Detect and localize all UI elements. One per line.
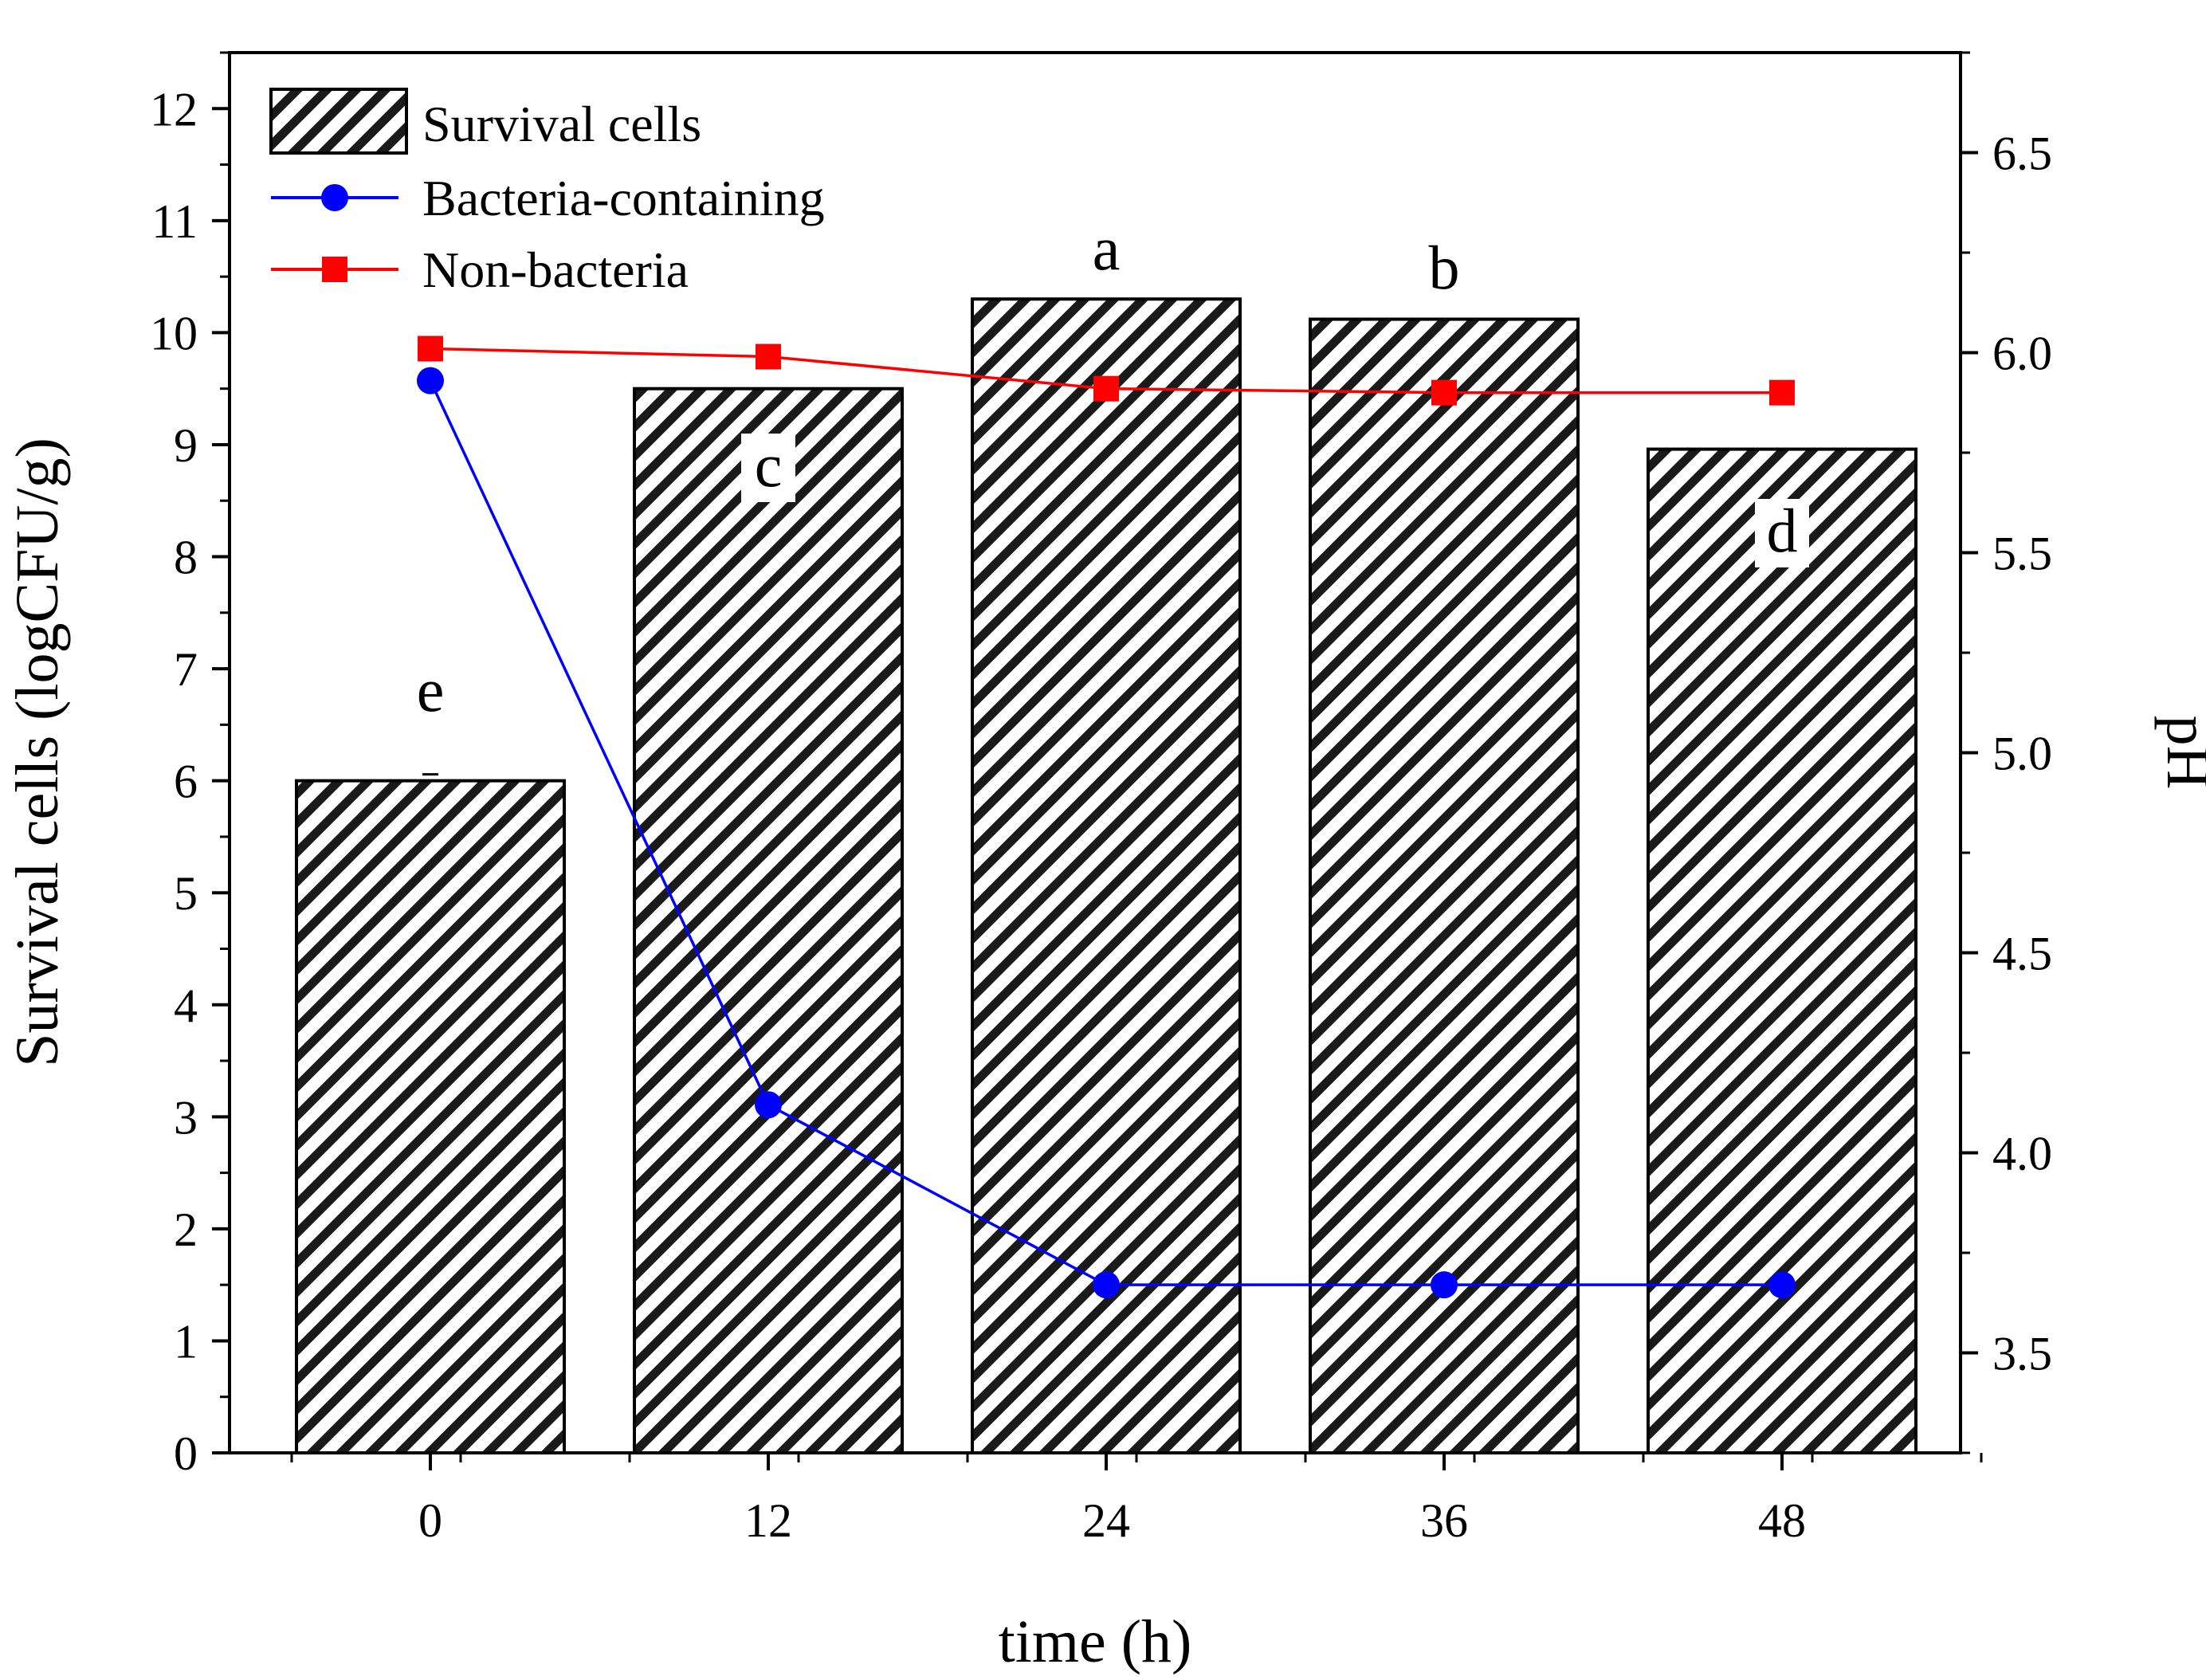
legend-label-non-bacteria: Non-bacteria [422,241,689,298]
sig-letter-0: e [417,655,445,724]
left-tick-label-6: 6 [174,756,198,808]
sig-letter-12: c [755,430,783,500]
left-tick-label-2: 2 [174,1203,198,1256]
left-tick-label-4: 4 [174,979,198,1032]
right-tick-label-6.0: 6.0 [1992,328,2052,380]
point-bacteria-containing-12 [755,1091,782,1119]
point-non-bacteria-24 [1093,375,1119,402]
left-tick-label-12: 12 [150,83,198,135]
point-non-bacteria-48 [1769,379,1795,406]
sig-letter-36: b [1429,233,1460,302]
x-tick-label-0: 0 [418,1494,442,1547]
x-axis-title: time (h) [999,1608,1192,1675]
right-tick-label-6.5: 6.5 [1992,128,2052,180]
sig-letter-48: d [1767,496,1798,565]
left-tick-label-0: 0 [174,1427,198,1480]
point-bacteria-containing-0 [417,367,444,394]
left-tick-label-10: 10 [150,307,198,359]
right-y-axis: 3.5 4.0 4.5 5.0 5.5 6.0 6.5 [1961,51,2052,1454]
right-tick-label-4.0: 4.0 [1992,1128,2052,1180]
right-tick-label-5.0: 5.0 [1992,728,2052,780]
point-bacteria-containing-36 [1431,1271,1458,1299]
bar-0 [295,779,566,1454]
x-tick-label-36: 36 [1420,1494,1468,1547]
left-tick-label-9: 9 [174,419,198,472]
point-bacteria-containing-48 [1768,1271,1796,1299]
legend-marker-non-bacteria [322,257,347,282]
left-tick-label-11: 11 [151,195,198,248]
x-tick-label-24: 24 [1082,1494,1130,1547]
legend-swatch-survival-cells [269,88,408,155]
legend-label-survival-cells: Survival cells [422,96,701,152]
sig-letter-bg-12 [741,434,795,502]
lines-layer [417,336,1796,1299]
left-tick-label-8: 8 [174,532,198,584]
left-tick-label-3: 3 [174,1091,198,1144]
legend-label-bacteria-containing: Bacteria-containing [422,170,825,226]
bar-24 [971,297,1242,1454]
right-tick-label-4.5: 4.5 [1992,928,2052,980]
right-tick-label-3.5: 3.5 [1992,1328,2052,1380]
x-axis: 0 12 24 36 48 [290,1453,1983,1547]
bar-12 [633,387,904,1454]
x-tick-label-12: 12 [744,1494,792,1547]
point-non-bacteria-0 [418,336,443,362]
point-bacteria-containing-24 [1093,1271,1120,1299]
bars-layer: e c a b d [295,214,1917,1454]
right-tick-label-5.5: 5.5 [1992,528,2052,580]
point-non-bacteria-12 [756,343,781,370]
left-tick-label-1: 1 [174,1315,198,1368]
sig-letter-24: a [1093,214,1121,283]
point-non-bacteria-36 [1431,379,1457,406]
right-y-axis-title: pH [2154,716,2206,790]
legend-marker-bacteria-containing [321,184,348,211]
x-tick-label-48: 48 [1758,1494,1806,1547]
left-y-axis-title: Survival cells (logCFU/g) [4,438,71,1067]
sig-letter-bg-48 [1755,499,1809,567]
left-tick-label-5: 5 [174,867,198,920]
left-tick-label-7: 7 [174,643,198,696]
bar-48 [1647,447,1917,1454]
legend: Survival cells Bacteria-containing Non-b… [269,88,825,298]
bar-36 [1309,317,1580,1454]
